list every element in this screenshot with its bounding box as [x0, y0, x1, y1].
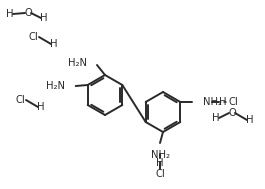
Text: H₂N: H₂N: [68, 58, 87, 68]
Text: NH₂: NH₂: [151, 150, 170, 160]
Text: Cl: Cl: [228, 97, 238, 107]
Text: H: H: [50, 39, 58, 49]
Text: H: H: [156, 158, 164, 168]
Text: H: H: [6, 9, 14, 19]
Text: O: O: [24, 8, 32, 18]
Text: H: H: [37, 102, 45, 112]
Text: H: H: [219, 97, 226, 107]
Text: H: H: [246, 115, 254, 125]
Text: H: H: [40, 13, 48, 23]
Text: O: O: [228, 108, 236, 118]
Text: NH₂: NH₂: [203, 97, 222, 107]
Text: Cl: Cl: [155, 169, 165, 179]
Text: Cl: Cl: [28, 32, 38, 42]
Text: H: H: [212, 113, 220, 123]
Text: H₂N: H₂N: [46, 81, 65, 91]
Text: Cl: Cl: [15, 95, 25, 105]
